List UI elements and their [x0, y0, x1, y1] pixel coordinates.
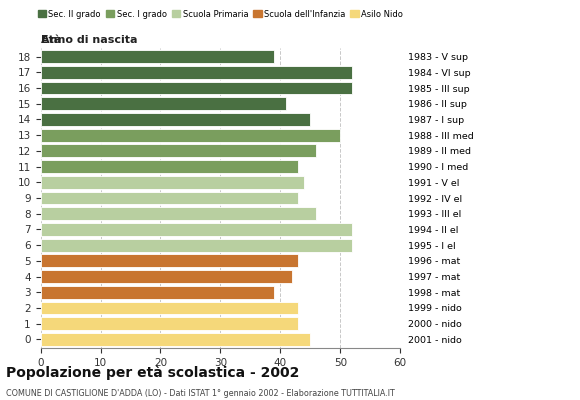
Text: Anno di nascita: Anno di nascita — [41, 35, 137, 45]
Bar — [41, 50, 274, 63]
Text: Età: Età — [41, 35, 61, 45]
Bar — [41, 129, 340, 142]
Bar — [41, 317, 298, 330]
Bar — [41, 254, 298, 267]
Bar — [41, 223, 352, 236]
Bar — [41, 286, 274, 299]
Bar — [41, 333, 310, 346]
Text: COMUNE DI CASTIGLIONE D'ADDA (LO) - Dati ISTAT 1° gennaio 2002 - Elaborazione TU: COMUNE DI CASTIGLIONE D'ADDA (LO) - Dati… — [6, 389, 394, 398]
Legend: Sec. II grado, Sec. I grado, Scuola Primaria, Scuola dell'Infanzia, Asilo Nido: Sec. II grado, Sec. I grado, Scuola Prim… — [34, 6, 407, 22]
Bar — [41, 270, 292, 283]
Bar — [41, 176, 305, 189]
Bar — [41, 239, 352, 252]
Bar — [41, 113, 310, 126]
Bar — [41, 207, 316, 220]
Text: Popolazione per età scolastica - 2002: Popolazione per età scolastica - 2002 — [6, 366, 299, 380]
Bar — [41, 82, 352, 94]
Bar — [41, 302, 298, 314]
Bar — [41, 66, 352, 79]
Bar — [41, 97, 287, 110]
Bar — [41, 144, 316, 157]
Bar — [41, 160, 298, 173]
Bar — [41, 192, 298, 204]
